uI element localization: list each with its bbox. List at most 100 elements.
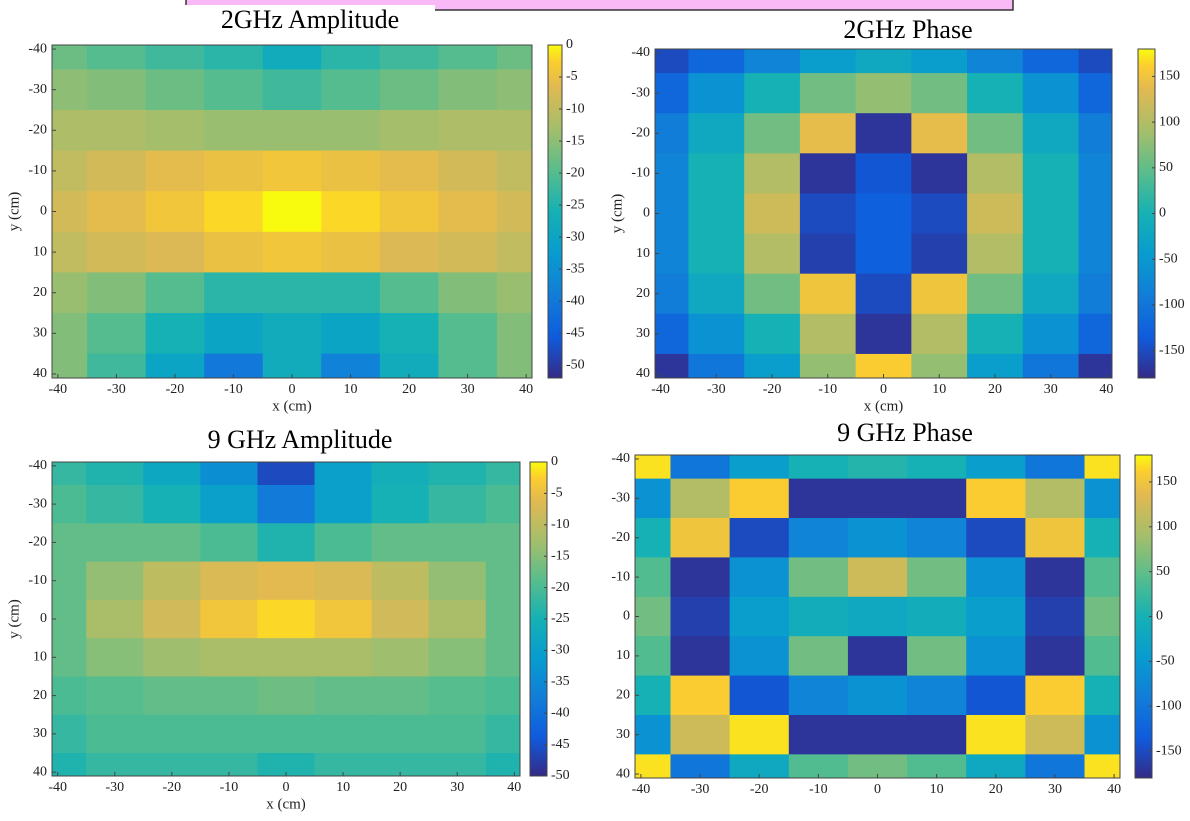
x-tick-label: 10: [930, 782, 944, 797]
heat-cell: [496, 313, 532, 355]
heat-cell: [799, 193, 857, 235]
heat-cell: [966, 455, 1026, 480]
heat-cell: [847, 518, 908, 558]
heat-cell: [911, 73, 968, 114]
colorbar-tick-label: 0: [551, 454, 558, 469]
heat-cell: [321, 150, 381, 192]
heat-cell: [967, 193, 1024, 235]
heat-cell: [635, 557, 671, 598]
heat-cell: [86, 599, 144, 639]
heat-cell: [428, 714, 487, 754]
colorbar: [547, 44, 563, 379]
heat-cell: [635, 518, 671, 558]
heat-cell: [438, 353, 498, 378]
heat-cell: [314, 523, 373, 563]
heat-cell: [688, 153, 745, 194]
heat-cell: [87, 231, 147, 273]
x-tick-label: 0: [880, 382, 887, 397]
heat-cell: [52, 313, 88, 355]
heat-cell: [907, 714, 967, 755]
heat-cell: [788, 714, 849, 755]
heat-cell: [635, 714, 671, 755]
heat-cell: [257, 676, 316, 716]
y-tick-label: 20: [616, 687, 630, 702]
heat-cell: [1084, 518, 1120, 558]
x-tick-label: 30: [1044, 382, 1058, 397]
y-tick-label: 10: [616, 648, 630, 663]
heat-cell: [379, 109, 439, 152]
heat-cell: [314, 676, 373, 716]
heat-cell: [670, 754, 731, 778]
heat-cell: [485, 561, 520, 601]
heat-cell: [321, 109, 381, 152]
x-tick-label: 0: [289, 382, 296, 397]
heat-cell: [438, 69, 498, 111]
x-tick-label: -20: [166, 382, 185, 397]
heat-cell: [428, 676, 487, 716]
heat-cell: [788, 478, 849, 519]
heat-cell: [907, 455, 967, 480]
heat-cell: [847, 675, 908, 716]
heat-cell: [966, 518, 1026, 558]
heat-cell: [200, 484, 258, 524]
heat-cell: [670, 478, 731, 519]
heat-cell: [967, 313, 1024, 355]
colorbar-tick-label: -5: [566, 69, 578, 84]
heat-cell: [485, 753, 520, 776]
y-tick-label: 20: [33, 688, 47, 703]
heat-cell: [1025, 518, 1086, 558]
heat-cell: [145, 45, 205, 70]
x-tick-label: -10: [818, 382, 837, 397]
heat-cell: [204, 353, 264, 378]
y-axis-label: y (cm): [6, 599, 22, 639]
heat-cell: [143, 714, 201, 754]
heat-cell: [966, 557, 1026, 598]
x-tick-label: -10: [224, 382, 243, 397]
heat-cell: [967, 153, 1024, 194]
heat-cell: [907, 557, 967, 598]
heat-cell: [314, 638, 373, 677]
colorbar-tick-label: -100: [1159, 297, 1185, 312]
x-tick-label: 10: [932, 382, 946, 397]
heat-cell: [855, 233, 912, 275]
heat-cell: [379, 45, 439, 70]
heat-cell: [52, 231, 88, 273]
colorbar-tick-label: -10: [551, 517, 570, 532]
heat-cell: [1025, 596, 1086, 637]
colorbar-tick-label: -40: [551, 705, 570, 720]
heat-cell: [262, 109, 322, 152]
heat-cell: [496, 231, 532, 273]
heat-cell: [143, 462, 201, 486]
heat-cell: [485, 523, 520, 563]
colorbar-tick-label: -35: [551, 674, 570, 689]
heat-cell: [204, 191, 264, 233]
heat-cell: [729, 636, 790, 677]
heat-cell: [428, 523, 487, 563]
heat-cell: [688, 353, 745, 378]
heat-cell: [262, 313, 322, 355]
heat-cell: [371, 638, 430, 677]
x-tick-label: -10: [220, 780, 239, 795]
heat-cell: [52, 150, 88, 192]
heat-cell: [52, 523, 87, 563]
heat-cell: [379, 353, 439, 378]
heat-cell: [729, 455, 790, 480]
heatmap: [52, 45, 532, 378]
heat-cell: [321, 313, 381, 355]
heat-cell: [438, 231, 498, 273]
y-tick-label: 40: [33, 366, 47, 381]
heat-cell: [907, 636, 967, 677]
heat-cell: [262, 272, 322, 314]
heat-cell: [262, 231, 322, 273]
y-axis-label: y (cm): [6, 192, 22, 232]
heat-cell: [87, 191, 147, 233]
heat-cell: [1078, 233, 1112, 275]
y-tick-label: -20: [28, 535, 47, 550]
heat-cell: [967, 273, 1024, 315]
heat-cell: [204, 109, 264, 152]
heat-cell: [744, 353, 801, 378]
heat-cell: [200, 638, 258, 677]
heat-cell: [966, 675, 1026, 716]
x-axis-label: x (cm): [864, 398, 904, 414]
heat-cell: [847, 596, 908, 637]
